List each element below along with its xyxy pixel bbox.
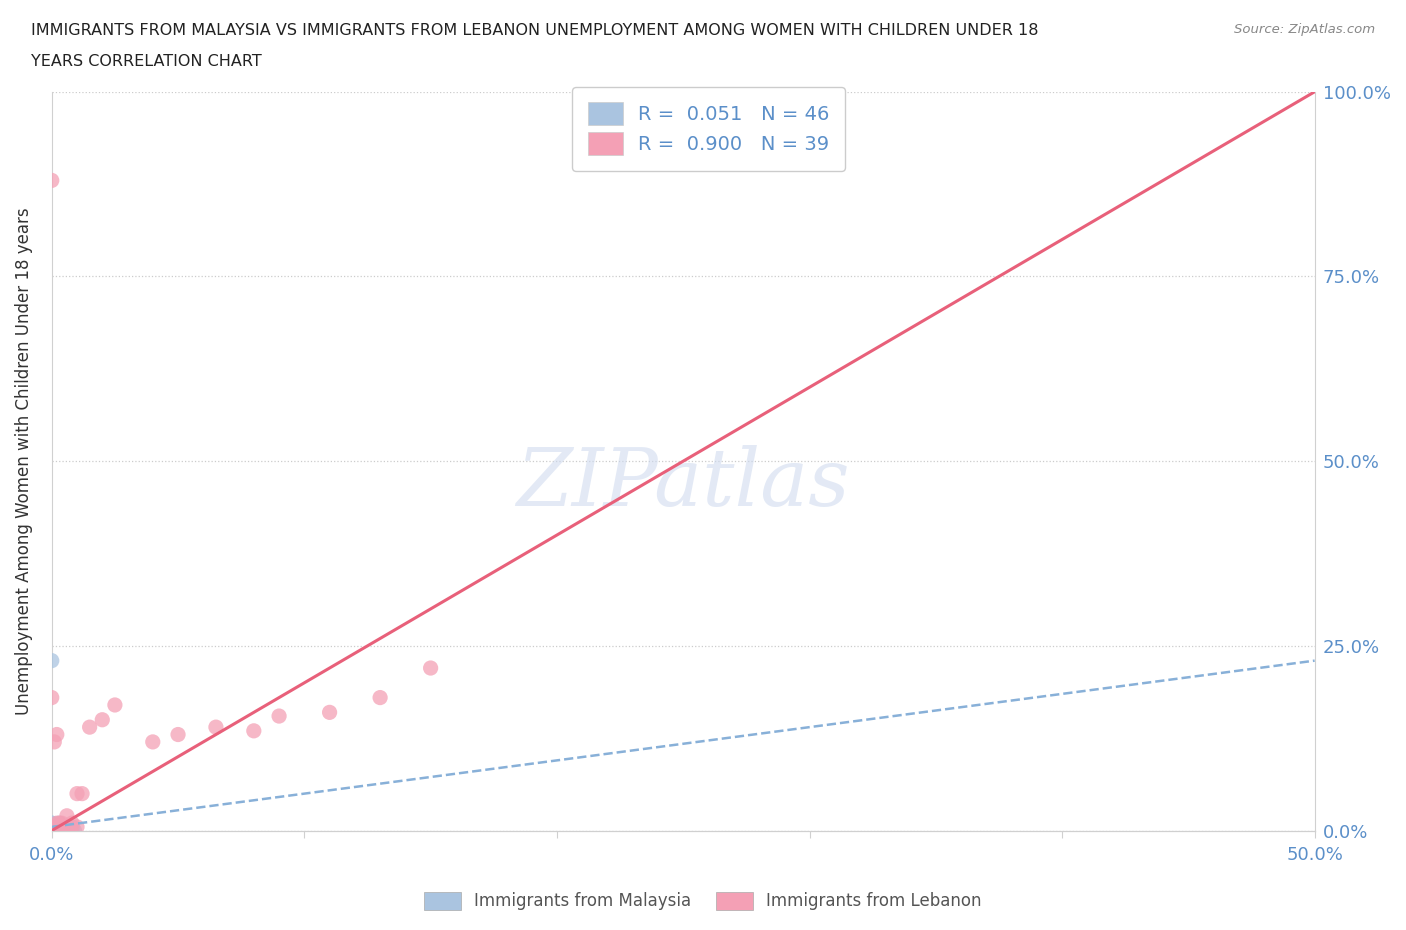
Point [41, 653, 63, 668]
Legend: R =  0.051   N = 46, R =  0.900   N = 39: R = 0.051 N = 46, R = 0.900 N = 39 [572, 86, 845, 170]
Point [48, 816, 70, 830]
Point [45, 823, 67, 838]
Point [243, 724, 266, 738]
Point [48, 823, 70, 838]
Point [41, 816, 63, 830]
Point [45, 819, 67, 834]
Point [48, 816, 70, 830]
Point [205, 720, 228, 735]
Text: ZIPatlas: ZIPatlas [516, 445, 851, 522]
Point [58, 819, 80, 834]
Point [45, 823, 67, 838]
Point [51, 823, 73, 838]
Point [41, 819, 63, 834]
Point [44, 823, 66, 838]
Point [48, 823, 70, 838]
Point [44, 819, 66, 834]
Point [44, 823, 66, 838]
Point [53, 819, 76, 834]
Point [142, 735, 165, 750]
Point [53, 819, 76, 834]
Point [41, 823, 63, 838]
Point [44, 819, 66, 834]
Point [48, 823, 70, 838]
Point [45, 819, 67, 834]
Point [51, 819, 73, 834]
Point [91, 712, 114, 727]
Point [60, 816, 83, 830]
Point [45, 819, 67, 834]
Point [60, 819, 83, 834]
Point [368, 690, 391, 705]
Point [79, 720, 101, 735]
Point [51, 816, 73, 830]
Point [48, 819, 70, 834]
Point [45, 816, 67, 830]
Text: IMMIGRANTS FROM MALAYSIA VS IMMIGRANTS FROM LEBANON UNEMPLOYMENT AMONG WOMEN WIT: IMMIGRANTS FROM MALAYSIA VS IMMIGRANTS F… [31, 23, 1039, 38]
Point [58, 819, 80, 834]
Legend: Immigrants from Malaysia, Immigrants from Lebanon: Immigrants from Malaysia, Immigrants fro… [418, 885, 988, 917]
Point [419, 660, 441, 675]
Point [41, 823, 63, 838]
Point [44, 823, 66, 838]
Point [267, 709, 290, 724]
Point [51, 823, 73, 838]
Point [44, 819, 66, 834]
Point [44, 819, 66, 834]
Point [44, 823, 66, 838]
Point [45, 819, 67, 834]
Point [41, 823, 63, 838]
Point [318, 705, 340, 720]
Point [45, 823, 67, 838]
Point [60, 819, 83, 834]
Text: Source: ZipAtlas.com: Source: ZipAtlas.com [1234, 23, 1375, 36]
Point [45, 727, 67, 742]
Point [51, 819, 73, 834]
Point [104, 698, 127, 712]
Point [41, 690, 63, 705]
Point [44, 735, 66, 750]
Point [53, 823, 76, 838]
Point [41, 819, 63, 834]
Y-axis label: Unemployment Among Women with Children Under 18 years: Unemployment Among Women with Children U… [15, 207, 32, 715]
Point [44, 823, 66, 838]
Point [53, 823, 76, 838]
Point [41, 173, 63, 188]
Point [45, 823, 67, 838]
Point [53, 823, 76, 838]
Point [60, 823, 83, 838]
Point [56, 808, 79, 823]
Point [51, 823, 73, 838]
Point [44, 823, 66, 838]
Point [41, 823, 63, 838]
Point [167, 727, 190, 742]
Point [41, 823, 63, 838]
Point [44, 823, 66, 838]
Point [41, 816, 63, 830]
Point [41, 819, 63, 834]
Point [48, 823, 70, 838]
Point [41, 823, 63, 838]
Point [41, 819, 63, 834]
Point [58, 823, 80, 838]
Point [48, 823, 70, 838]
Point [56, 819, 79, 834]
Point [66, 786, 89, 801]
Point [45, 823, 67, 838]
Point [70, 786, 93, 801]
Point [48, 819, 70, 834]
Text: YEARS CORRELATION CHART: YEARS CORRELATION CHART [31, 54, 262, 69]
Point [63, 823, 86, 838]
Point [66, 819, 89, 834]
Point [56, 823, 79, 838]
Point [44, 823, 66, 838]
Point [53, 823, 76, 838]
